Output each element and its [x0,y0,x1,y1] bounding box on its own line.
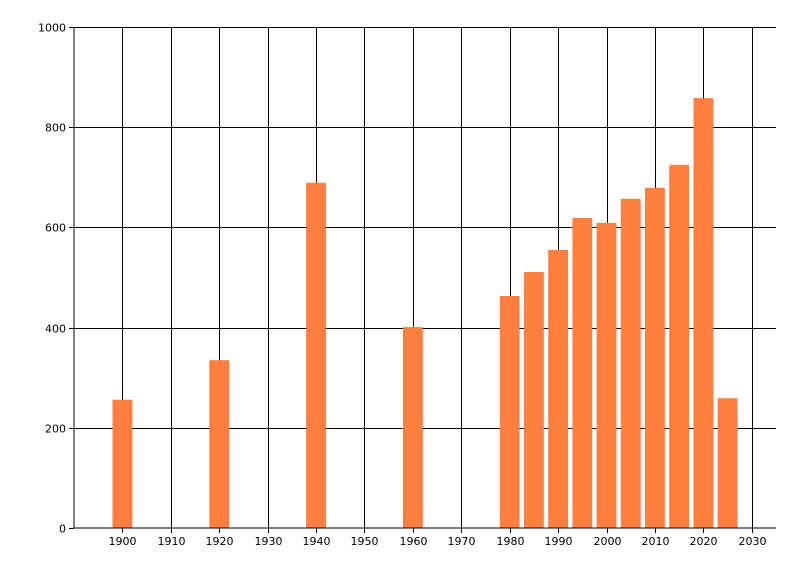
bar [306,182,326,529]
y-tick-label: 200 [45,423,66,436]
x-tick-label: 1930 [255,535,283,548]
bar [596,222,617,528]
x-tick-label: 2000 [594,535,622,548]
axis-layer [73,27,776,529]
bar [548,249,568,528]
bar [693,98,714,528]
bar [209,360,230,528]
bar [499,296,520,528]
x-tick-label: 1910 [158,535,186,548]
bar [112,399,133,528]
x-tick-label: 2020 [690,535,718,548]
x-tick-label: 1940 [303,535,331,548]
x-tick-label: 1970 [448,535,476,548]
x-tick-label: 1950 [351,535,379,548]
x-tick-label: 1990 [545,535,573,548]
y-tick-label: 800 [45,122,66,135]
x-tick-label: 1920 [206,535,234,548]
x-tick-label: 2010 [642,535,670,548]
bar [524,272,544,528]
y-tick-label: 0 [59,523,66,536]
y-tick-label: 600 [45,222,66,235]
y-tick-label: 1000 [38,22,66,35]
tick-layer: 0 200 400 600 800 1000 1900 1910 1920 1930 1940 195… [38,22,767,549]
x-tick-label: 1960 [400,535,428,548]
bar [403,327,423,528]
x-tick-label: 1900 [109,535,137,548]
x-tick-label: 2030 [739,535,767,548]
bar-layer [112,98,738,529]
bar [620,198,641,529]
bar [645,187,665,529]
bar [572,217,593,528]
bar [717,398,738,528]
y-tick-label: 400 [45,323,66,336]
x-tick-label: 1980 [497,535,525,548]
bar [669,164,689,529]
